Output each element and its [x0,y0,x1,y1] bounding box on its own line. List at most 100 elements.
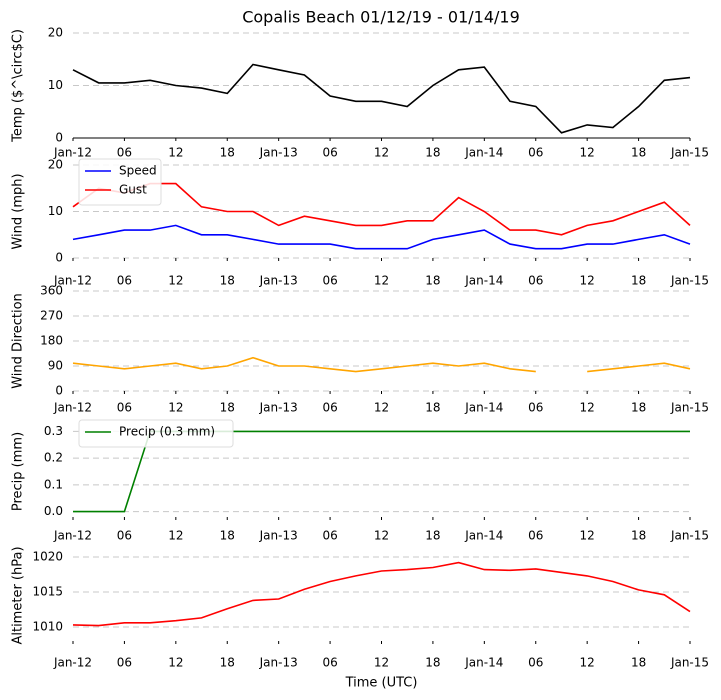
x-tick-label: 12 [580,656,595,670]
x-tick-label: 06 [528,401,543,415]
legend-label: Speed [119,164,157,178]
series-line [72,356,691,373]
x-tick-label: Jan-15 [670,146,709,160]
x-tick-label: 18 [425,274,440,288]
x-tick-label: 12 [168,401,183,415]
series-line [72,224,691,250]
y-tick-label: 0 [55,251,63,265]
legend-label: Gust [119,183,147,197]
y-tick-label: 270 [40,309,63,323]
x-tick-label: 12 [580,274,595,288]
x-tick-label: 12 [374,401,389,415]
x-tick-label: Jan-13 [259,656,298,670]
x-tick-label: Jan-15 [670,529,709,543]
chart-title: Copalis Beach 01/12/19 - 01/14/19 [242,8,520,27]
x-tick-label: Jan-13 [259,146,298,160]
y-tick-label: 360 [40,284,63,298]
x-tick-label: 06 [528,529,543,543]
x-tick-label: 06 [117,656,132,670]
x-tick-label: 18 [631,656,646,670]
x-tick-label: 12 [168,529,183,543]
x-tick-label: 18 [631,274,646,288]
x-tick-label: Jan-12 [53,656,92,670]
x-tick-label: 18 [220,146,235,160]
x-tick-label: 06 [322,656,337,670]
x-tick-label: 06 [322,529,337,543]
x-tick-label: Jan-12 [53,529,92,543]
x-tick-label: 12 [374,146,389,160]
x-tick-label: 18 [631,146,646,160]
x-tick-label: Jan-15 [670,401,709,415]
series-line [72,182,691,236]
series-line [72,561,691,627]
series-line [72,63,691,134]
x-tick-label: 06 [528,146,543,160]
x-tick-label: 06 [322,401,337,415]
x-tick-label: 18 [425,529,440,543]
x-tick-label: 12 [580,146,595,160]
x-tick-label: 06 [117,146,132,160]
y-tick-label: 0.1 [44,477,63,491]
x-tick-label: 06 [322,274,337,288]
x-tick-label: Jan-14 [464,274,503,288]
x-tick-label: 18 [425,146,440,160]
x-tick-label: 06 [322,146,337,160]
y-tick-label: 1015 [32,585,63,599]
y-tick-label: 90 [48,359,63,373]
y-tick-label: 10 [48,204,63,218]
y-axis-label: Temp ($^\circ$C) [11,29,26,143]
x-tick-label: 06 [117,529,132,543]
x-tick-label: 12 [168,146,183,160]
x-tick-label: 12 [580,529,595,543]
y-tick-label: 0.2 [44,451,63,465]
x-tick-label: 12 [168,656,183,670]
x-tick-label: 18 [631,529,646,543]
x-tick-label: Jan-13 [259,529,298,543]
x-tick-label: Jan-12 [53,401,92,415]
x-tick-label: 12 [580,401,595,415]
x-tick-label: 18 [220,274,235,288]
y-tick-label: 1010 [32,620,63,634]
y-axis-label: Precip (mm) [11,432,26,511]
x-tick-label: 12 [374,274,389,288]
x-tick-label: 18 [425,656,440,670]
y-tick-label: 10 [48,78,63,92]
y-axis-label: Wind (mph) [11,173,26,249]
y-axis-label: Altimeter (hPa) [11,546,26,644]
y-tick-label: 0 [55,384,63,398]
x-tick-label: Jan-13 [259,401,298,415]
x-tick-label: 12 [374,529,389,543]
x-tick-label: 06 [528,656,543,670]
y-axis-label: Wind Direction [11,293,26,389]
x-tick-label: Jan-12 [53,274,92,288]
legend-label: Precip (0.3 mm) [119,425,215,439]
x-tick-label: Jan-12 [53,146,92,160]
x-tick-label: Jan-15 [670,274,709,288]
x-tick-label: 18 [220,656,235,670]
y-tick-label: 0.3 [44,424,63,438]
x-axis-label: Time (UTC) [345,676,418,691]
x-tick-label: 06 [117,401,132,415]
y-tick-label: 1020 [32,550,63,564]
x-tick-label: 06 [528,274,543,288]
x-tick-label: Jan-13 [259,274,298,288]
x-tick-label: Jan-14 [464,401,503,415]
y-tick-label: 0.0 [44,504,63,518]
x-tick-label: 18 [220,401,235,415]
legend-box [78,419,234,448]
y-tick-label: 180 [40,334,63,348]
x-tick-label: 18 [425,401,440,415]
x-tick-label: Jan-14 [464,146,503,160]
x-tick-label: 18 [220,529,235,543]
x-tick-label: 18 [631,401,646,415]
y-tick-label: 20 [48,158,63,172]
x-tick-label: 12 [168,274,183,288]
y-tick-label: 20 [48,26,63,40]
x-tick-label: Jan-14 [464,656,503,670]
x-tick-label: 12 [374,656,389,670]
x-tick-label: 06 [117,274,132,288]
y-tick-label: 0 [55,131,63,145]
x-tick-label: Jan-14 [464,529,503,543]
x-tick-label: Jan-15 [670,656,709,670]
